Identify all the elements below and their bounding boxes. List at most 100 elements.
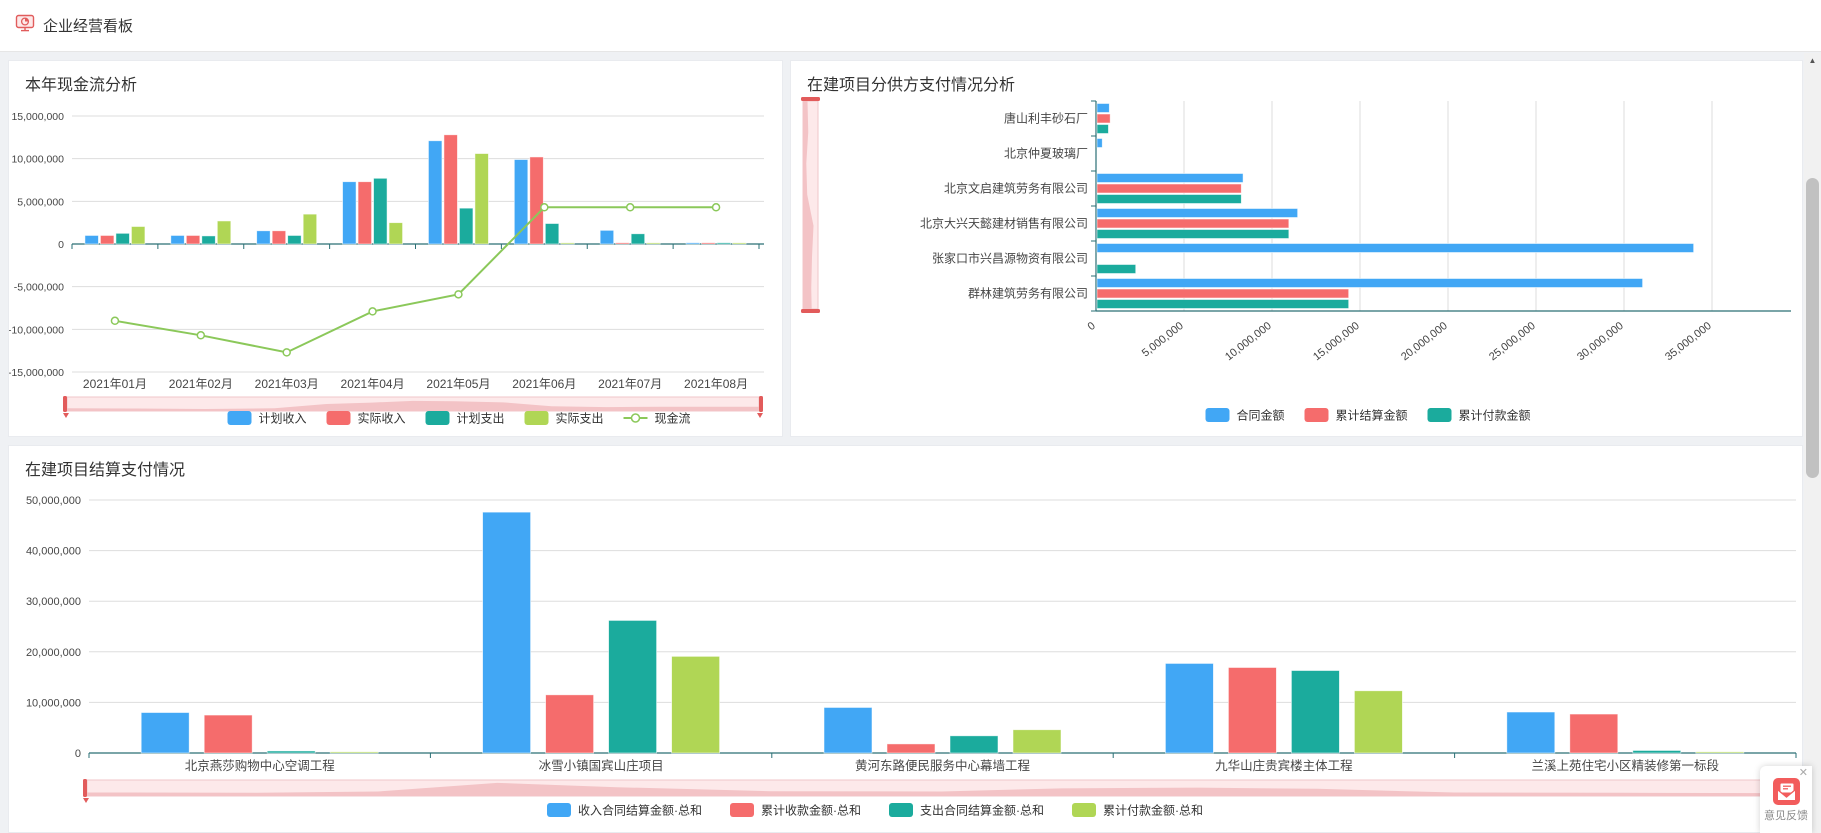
bar-实际收入[interactable] [529,156,544,245]
datazoom-handle-left[interactable] [83,779,87,797]
bar-累计付款金额·总和[interactable] [1012,729,1062,754]
bar-累计付款金额[interactable] [1096,264,1137,274]
bar-累计付款金额[interactable] [1096,299,1350,309]
datazoom-slider[interactable] [83,779,1800,803]
bar-累计付款金额·总和[interactable] [1354,690,1403,754]
bar-收入合同结算金额·总和[interactable] [823,707,873,754]
scroll-up-arrow-icon[interactable]: ▲ [1808,56,1817,65]
bar-计划支出[interactable] [373,177,388,245]
bar-收入合同结算金额·总和[interactable] [1506,711,1556,754]
bar-计划支出[interactable] [115,232,130,245]
legend-item[interactable]: 实际支出 [524,411,604,426]
legend-item[interactable]: 累计付款金额·总和 [1072,803,1203,818]
bar-累计收款金额·总和[interactable] [1228,667,1277,754]
bar-支出合同结算金额·总和[interactable] [949,735,999,754]
bar-合同金额[interactable] [1096,138,1103,148]
suppliers-chart[interactable]: 唐山利丰砂石厂北京仲夏玻璃厂北京文启建筑劳务有限公司北京大兴天懿建材销售有限公司… [791,61,1802,436]
bar-实际收入[interactable] [443,134,458,245]
bar-累计付款金额[interactable] [1096,229,1290,239]
legend-item[interactable]: 累计结算金额 [1304,408,1408,423]
bar-支出合同结算金额·总和[interactable] [1632,750,1682,754]
page-scrollbar[interactable]: ▲ [1804,53,1821,833]
bar-累计收款金额·总和[interactable] [203,714,253,754]
bar-累计收款金额·总和[interactable] [1569,713,1619,754]
bar-累计收款金额·总和[interactable] [545,694,594,754]
bar-累计结算金额[interactable] [1096,113,1111,124]
bar-计划支出[interactable] [716,242,731,245]
bar-实际支出[interactable] [216,220,232,245]
datazoom-handle-top[interactable] [801,97,820,101]
bar-累计结算金额[interactable] [1096,183,1242,194]
bar-实际收入[interactable] [357,181,372,245]
bar-计划收入[interactable] [342,181,357,245]
cashflow-chart[interactable]: -15,000,000 -10,000,000 -5,000,000 0 5,000,0… [9,61,782,436]
bar-计划支出[interactable] [201,235,216,245]
bar-实际收入[interactable] [615,242,630,245]
bar-计划支出[interactable] [630,233,646,245]
datazoom-handle-right[interactable] [759,396,763,412]
scrollbar-thumb[interactable] [1806,178,1819,478]
legend-item[interactable]: 计划支出 [425,411,505,426]
bar-实际收入[interactable] [185,235,201,245]
legend-item[interactable]: 收入合同结算金额·总和 [547,803,702,818]
bar-实际收入[interactable] [100,235,115,245]
bar-合同金额[interactable] [1096,103,1110,113]
datazoom-handle-left[interactable] [63,396,67,412]
bar-实际支出[interactable] [388,222,403,245]
bar-实际支出[interactable] [302,213,318,245]
datazoom-handle-bottom[interactable] [801,309,820,313]
settlement-chart[interactable]: 0 10,000,000 20,000,000 30,000,000 40,000,00… [9,446,1802,832]
bar-累计付款金额[interactable] [1096,194,1242,204]
bar-实际收入[interactable] [271,230,287,245]
bar-收入合同结算金额·总和[interactable] [482,511,532,754]
bar-累计结算金额[interactable] [1096,288,1350,299]
legend-item[interactable]: 累计收款金额·总和 [730,803,861,818]
bar-合同金额[interactable] [1096,278,1643,288]
bar-合同金额[interactable] [1096,243,1695,253]
bar-计划收入[interactable] [599,229,615,245]
chart-legend[interactable]: 合同金额 累计结算金额 累计付款金额 [1205,408,1531,423]
chart-legend[interactable]: 收入合同结算金额·总和 累计收款金额·总和 支出合同结算金额·总和 累计付款金额·总和 [547,803,1203,818]
bar-计划收入[interactable] [84,235,99,245]
bar-计划支出[interactable] [544,223,560,245]
bar-计划收入[interactable] [428,140,443,245]
bar-计划收入[interactable] [513,159,529,245]
bar-实际支出[interactable] [732,242,747,245]
bar-支出合同结算金额·总和[interactable] [266,750,316,754]
bar-计划支出[interactable] [459,207,474,245]
bar-实际支出[interactable] [646,242,661,245]
bar-累计收款金额·总和[interactable] [886,743,936,754]
bar-收入合同结算金额·总和[interactable] [1165,663,1214,754]
datazoom-slider-vertical[interactable] [801,97,820,313]
legend-item[interactable]: 计划收入 [227,411,307,426]
legend-item[interactable]: 实际收入 [326,411,406,426]
legend-item[interactable]: 累计付款金额 [1427,408,1531,423]
legend-item[interactable]: 现金流 [623,411,691,426]
bar-实际支出[interactable] [131,226,146,245]
bar-累计付款金额·总和[interactable] [1695,751,1745,754]
bar-支出合同结算金额·总和[interactable] [608,620,657,754]
feedback-widget[interactable]: ✕ 意见反馈 [1760,766,1812,833]
bar-实际支出[interactable] [474,153,489,245]
bar-合同金额[interactable] [1096,208,1299,218]
chart-legend[interactable]: 计划收入 实际收入 计划支出 实际支出 现金流 [227,411,691,426]
bar-实际收入[interactable] [701,242,716,245]
bar-计划收入[interactable] [685,242,700,245]
bar-累计结算金额[interactable] [1096,218,1290,229]
bar-计划收入[interactable] [170,235,185,245]
feedback-envelope-icon[interactable] [1772,778,1800,805]
bar-计划支出[interactable] [287,235,302,245]
bar-支出合同结算金额·总和[interactable] [1291,670,1340,754]
bar-累计付款金额·总和[interactable] [671,655,720,754]
legend-item[interactable]: 支出合同结算金额·总和 [889,803,1044,818]
close-icon[interactable]: ✕ [1798,767,1808,779]
bar-收入合同结算金额·总和[interactable] [140,712,190,754]
cashflow-line[interactable] [114,206,717,354]
datazoom-slider[interactable] [63,396,763,418]
bar-累计付款金额[interactable] [1096,124,1109,134]
legend-item[interactable]: 合同金额 [1205,408,1285,423]
bar-实际支出[interactable] [560,242,575,245]
bar-合同金额[interactable] [1096,173,1244,183]
bar-计划收入[interactable] [256,230,271,245]
bar-累计付款金额·总和[interactable] [329,751,379,754]
